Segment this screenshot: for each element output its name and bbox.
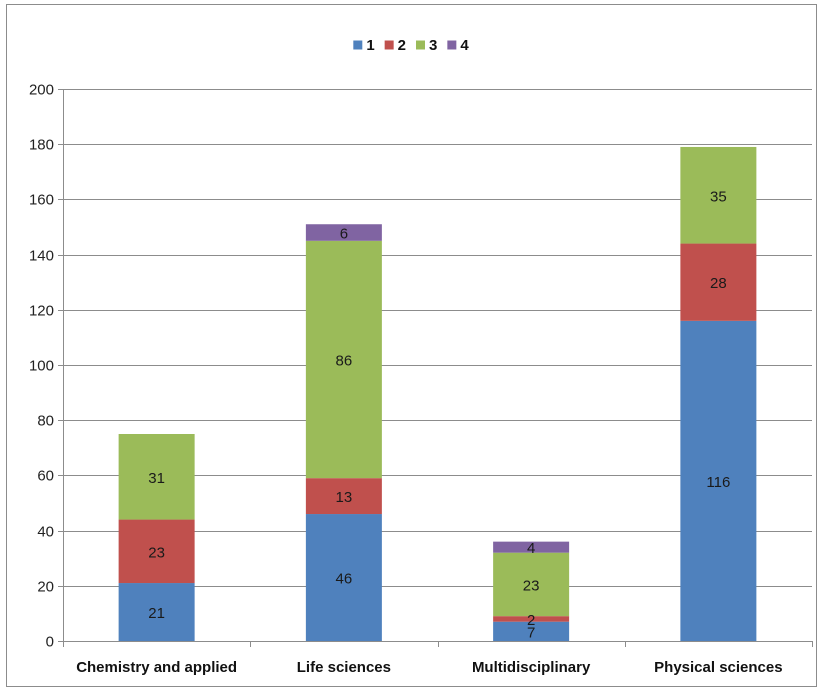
bar-segment-series-1 — [680, 320, 757, 641]
bar-segment-series-3 — [118, 434, 195, 520]
legend-label-2: 2 — [398, 37, 406, 54]
data-label: 13 — [336, 489, 353, 506]
bar-segment-series-4 — [305, 224, 382, 241]
y-tick-label: 100 — [29, 358, 54, 375]
bar-segment-series-2 — [680, 243, 757, 321]
bar-segment-series-3 — [305, 240, 382, 479]
data-label: 23 — [148, 544, 165, 561]
y-tick-label: 120 — [29, 303, 54, 320]
y-tick-label: 80 — [37, 413, 54, 430]
x-category-label: Physical sciences — [654, 659, 782, 676]
data-label: 31 — [148, 470, 165, 487]
legend-swatch-4 — [447, 40, 457, 50]
bar-segment-series-1 — [118, 583, 195, 641]
data-label: 86 — [336, 352, 353, 369]
data-label: 46 — [336, 571, 353, 588]
y-tick-label: 0 — [46, 634, 54, 651]
bars — [118, 146, 757, 641]
bar-segment-series-2 — [305, 478, 382, 515]
data-label: 6 — [340, 226, 348, 243]
y-tick-label: 60 — [37, 468, 54, 485]
bar-segment-series-1 — [305, 514, 382, 641]
bar-segment-series-2 — [118, 519, 195, 584]
data-label: 28 — [710, 275, 727, 292]
bar-segment-series-3 — [493, 552, 570, 617]
data-label: 23 — [523, 577, 540, 594]
data-label: 2 — [527, 612, 535, 629]
axes: 0 20 40 60 80 100 120 140 160 180 200 Chemistry and… — [29, 82, 813, 676]
y-tick-label: 20 — [37, 579, 54, 596]
bar-segment-series-3 — [680, 146, 757, 244]
legend-label-3: 3 — [429, 37, 437, 54]
legend: 1 2 3 4 — [353, 37, 469, 54]
legend-swatch-3 — [416, 40, 425, 50]
x-category-label: Life sciences — [297, 659, 391, 676]
y-tick-label: 200 — [29, 82, 54, 99]
y-tick-label: 160 — [29, 192, 54, 209]
y-tick-label: 180 — [29, 137, 54, 154]
x-category-label: Multidisciplinary — [472, 659, 591, 676]
x-category-label: Chemistry and applied — [76, 659, 237, 676]
legend-label-1: 1 — [366, 37, 374, 54]
data-label: 7 — [527, 624, 535, 641]
legend-swatch-2 — [384, 40, 394, 50]
data-label: 35 — [710, 188, 727, 205]
legend-label-4: 4 — [460, 37, 469, 54]
legend-swatch-1 — [353, 40, 363, 50]
data-labels: 21 23 31 46 13 86 6 72 23 4 116 28 35 — [148, 188, 730, 641]
bar-segment-series-2 — [493, 616, 570, 622]
data-label: 21 — [148, 605, 165, 622]
bar-segment-series-4 — [493, 541, 570, 553]
y-tick-label: 140 — [29, 248, 54, 265]
y-tick-label: 40 — [37, 524, 54, 541]
data-label: 116 — [706, 474, 730, 491]
data-label: 4 — [527, 540, 535, 557]
bar-segment-series-1 — [493, 621, 570, 641]
